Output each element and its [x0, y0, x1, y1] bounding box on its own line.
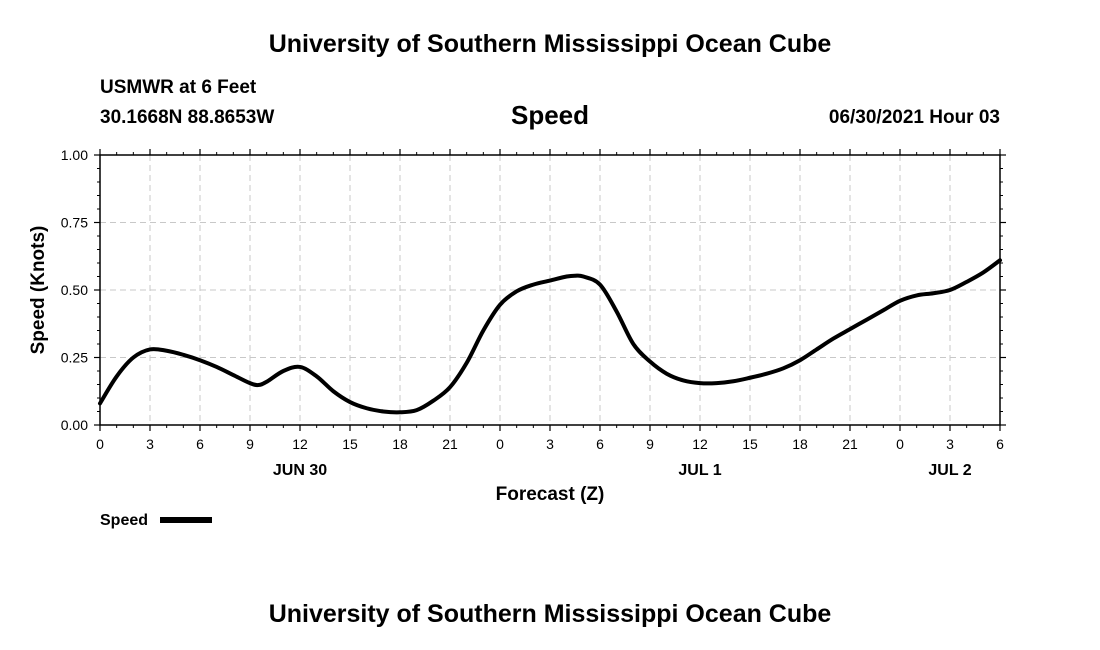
x-tick-label: 3 — [946, 436, 954, 452]
x-tick-label: 9 — [246, 436, 254, 452]
x-tick-label: 15 — [342, 436, 358, 452]
y-tick-label: 1.00 — [61, 147, 88, 163]
datetime-label: 06/30/2021 Hour 03 — [828, 107, 1000, 128]
axis-ticks: 0.00 0.25 0.50 0.75 1.00 0 3 6 9 12 15 18 21 0 3 6 9 12 15… — [61, 147, 1006, 479]
coordinates-label: 30.1668N 88.8653W — [100, 107, 275, 128]
page-title: University of Southern Mississippi Ocean… — [268, 30, 832, 58]
x-tick-label: 3 — [546, 436, 554, 452]
x-axis-label: Forecast (Z) — [496, 484, 605, 505]
chart-title: Speed — [510, 100, 590, 130]
legend: Speed — [100, 512, 212, 529]
x-tick-label: 21 — [842, 436, 858, 452]
x-tick-label: 12 — [292, 436, 308, 452]
x-tick-label: 9 — [646, 436, 654, 452]
day-label: JUL 1 — [678, 462, 721, 479]
x-tick-label: 18 — [792, 436, 808, 452]
x-tick-label: 15 — [742, 436, 758, 452]
x-tick-label: 6 — [196, 436, 204, 452]
y-tick-label: 0.75 — [61, 215, 88, 231]
day-label: JUL 2 — [928, 462, 971, 479]
speed-chart: 0.00 0.25 0.50 0.75 1.00 0 3 6 9 12 15 18 21 0 3 6 9 12 15… — [28, 147, 1006, 529]
x-tick-label: 12 — [692, 436, 708, 452]
x-tick-label: 0 — [496, 436, 504, 452]
day-label: JUN 30 — [273, 462, 327, 479]
footer-title: University of Southern Mississippi Ocean… — [268, 600, 832, 628]
x-tick-label: 6 — [596, 436, 604, 452]
y-axis-label: Speed (Knots) — [28, 226, 49, 355]
y-tick-label: 0.25 — [61, 350, 88, 366]
x-tick-label: 0 — [96, 436, 104, 452]
grid-lines — [100, 155, 1000, 425]
series-line-speed — [98, 258, 1002, 415]
x-tick-label: 0 — [896, 436, 904, 452]
x-tick-label: 6 — [996, 436, 1004, 452]
y-tick-label: 0.50 — [61, 282, 88, 298]
x-tick-label: 3 — [146, 436, 154, 452]
legend-label: Speed — [100, 512, 148, 529]
y-tick-label: 0.00 — [61, 417, 88, 433]
x-tick-label: 18 — [392, 436, 408, 452]
x-tick-label: 21 — [442, 436, 458, 452]
station-label: USMWR at 6 Feet — [100, 77, 257, 98]
